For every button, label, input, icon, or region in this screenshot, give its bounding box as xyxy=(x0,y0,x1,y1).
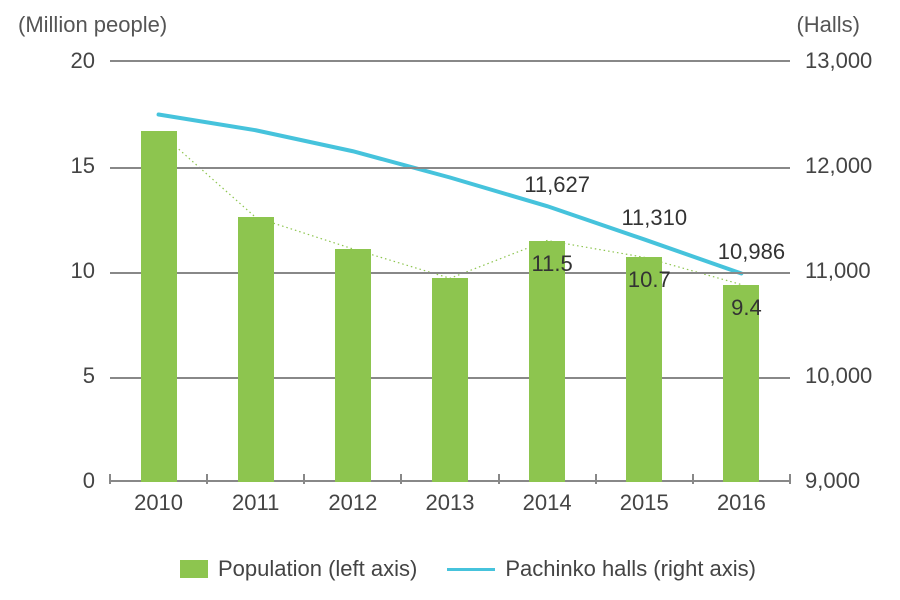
bar-value-label: 10.7 xyxy=(609,267,689,293)
line-value-label: 11,627 xyxy=(502,172,612,198)
x-separator xyxy=(303,474,305,484)
legend-swatch-bar xyxy=(180,560,208,578)
bar-value-label: 11.5 xyxy=(512,251,592,277)
x-separator xyxy=(498,474,500,484)
x-tick: 2012 xyxy=(313,490,393,516)
x-separator xyxy=(206,474,208,484)
x-tick: 2014 xyxy=(507,490,587,516)
left-tick: 0 xyxy=(40,468,95,494)
bar xyxy=(432,278,468,482)
legend-item: Pachinko halls (right axis) xyxy=(447,556,756,582)
dual-axis-chart: (Million people) (Halls) Population (lef… xyxy=(0,0,900,600)
legend: Population (left axis) Pachinko halls (ri… xyxy=(180,556,756,582)
x-tick: 2013 xyxy=(410,490,490,516)
left-tick: 5 xyxy=(40,363,95,389)
x-separator xyxy=(595,474,597,484)
legend-swatch-line xyxy=(447,568,495,571)
legend-item: Population (left axis) xyxy=(180,556,417,582)
bar xyxy=(335,249,371,482)
bar xyxy=(529,241,565,483)
right-axis-title: (Halls) xyxy=(796,12,860,38)
right-tick: 9,000 xyxy=(805,468,860,494)
x-separator xyxy=(400,474,402,484)
right-tick: 11,000 xyxy=(805,258,871,284)
bar xyxy=(238,217,274,482)
left-tick: 20 xyxy=(40,48,95,74)
x-tick: 2011 xyxy=(216,490,296,516)
x-separator xyxy=(692,474,694,484)
bar xyxy=(141,131,177,482)
grid-line xyxy=(110,167,790,169)
x-tick: 2010 xyxy=(119,490,199,516)
legend-label: Population (left axis) xyxy=(218,556,417,582)
x-separator xyxy=(109,474,111,484)
right-tick: 12,000 xyxy=(805,153,872,179)
left-tick: 15 xyxy=(40,153,95,179)
right-tick: 10,000 xyxy=(805,363,872,389)
line-value-label: 10,986 xyxy=(696,239,806,265)
right-tick: 13,000 xyxy=(805,48,872,74)
x-tick: 2015 xyxy=(604,490,684,516)
line-value-label: 11,310 xyxy=(599,205,709,231)
x-separator xyxy=(789,474,791,484)
bar-value-label: 9.4 xyxy=(706,295,786,321)
left-axis-title: (Million people) xyxy=(18,12,167,38)
left-tick: 10 xyxy=(40,258,95,284)
legend-label: Pachinko halls (right axis) xyxy=(505,556,756,582)
x-tick: 2016 xyxy=(701,490,781,516)
